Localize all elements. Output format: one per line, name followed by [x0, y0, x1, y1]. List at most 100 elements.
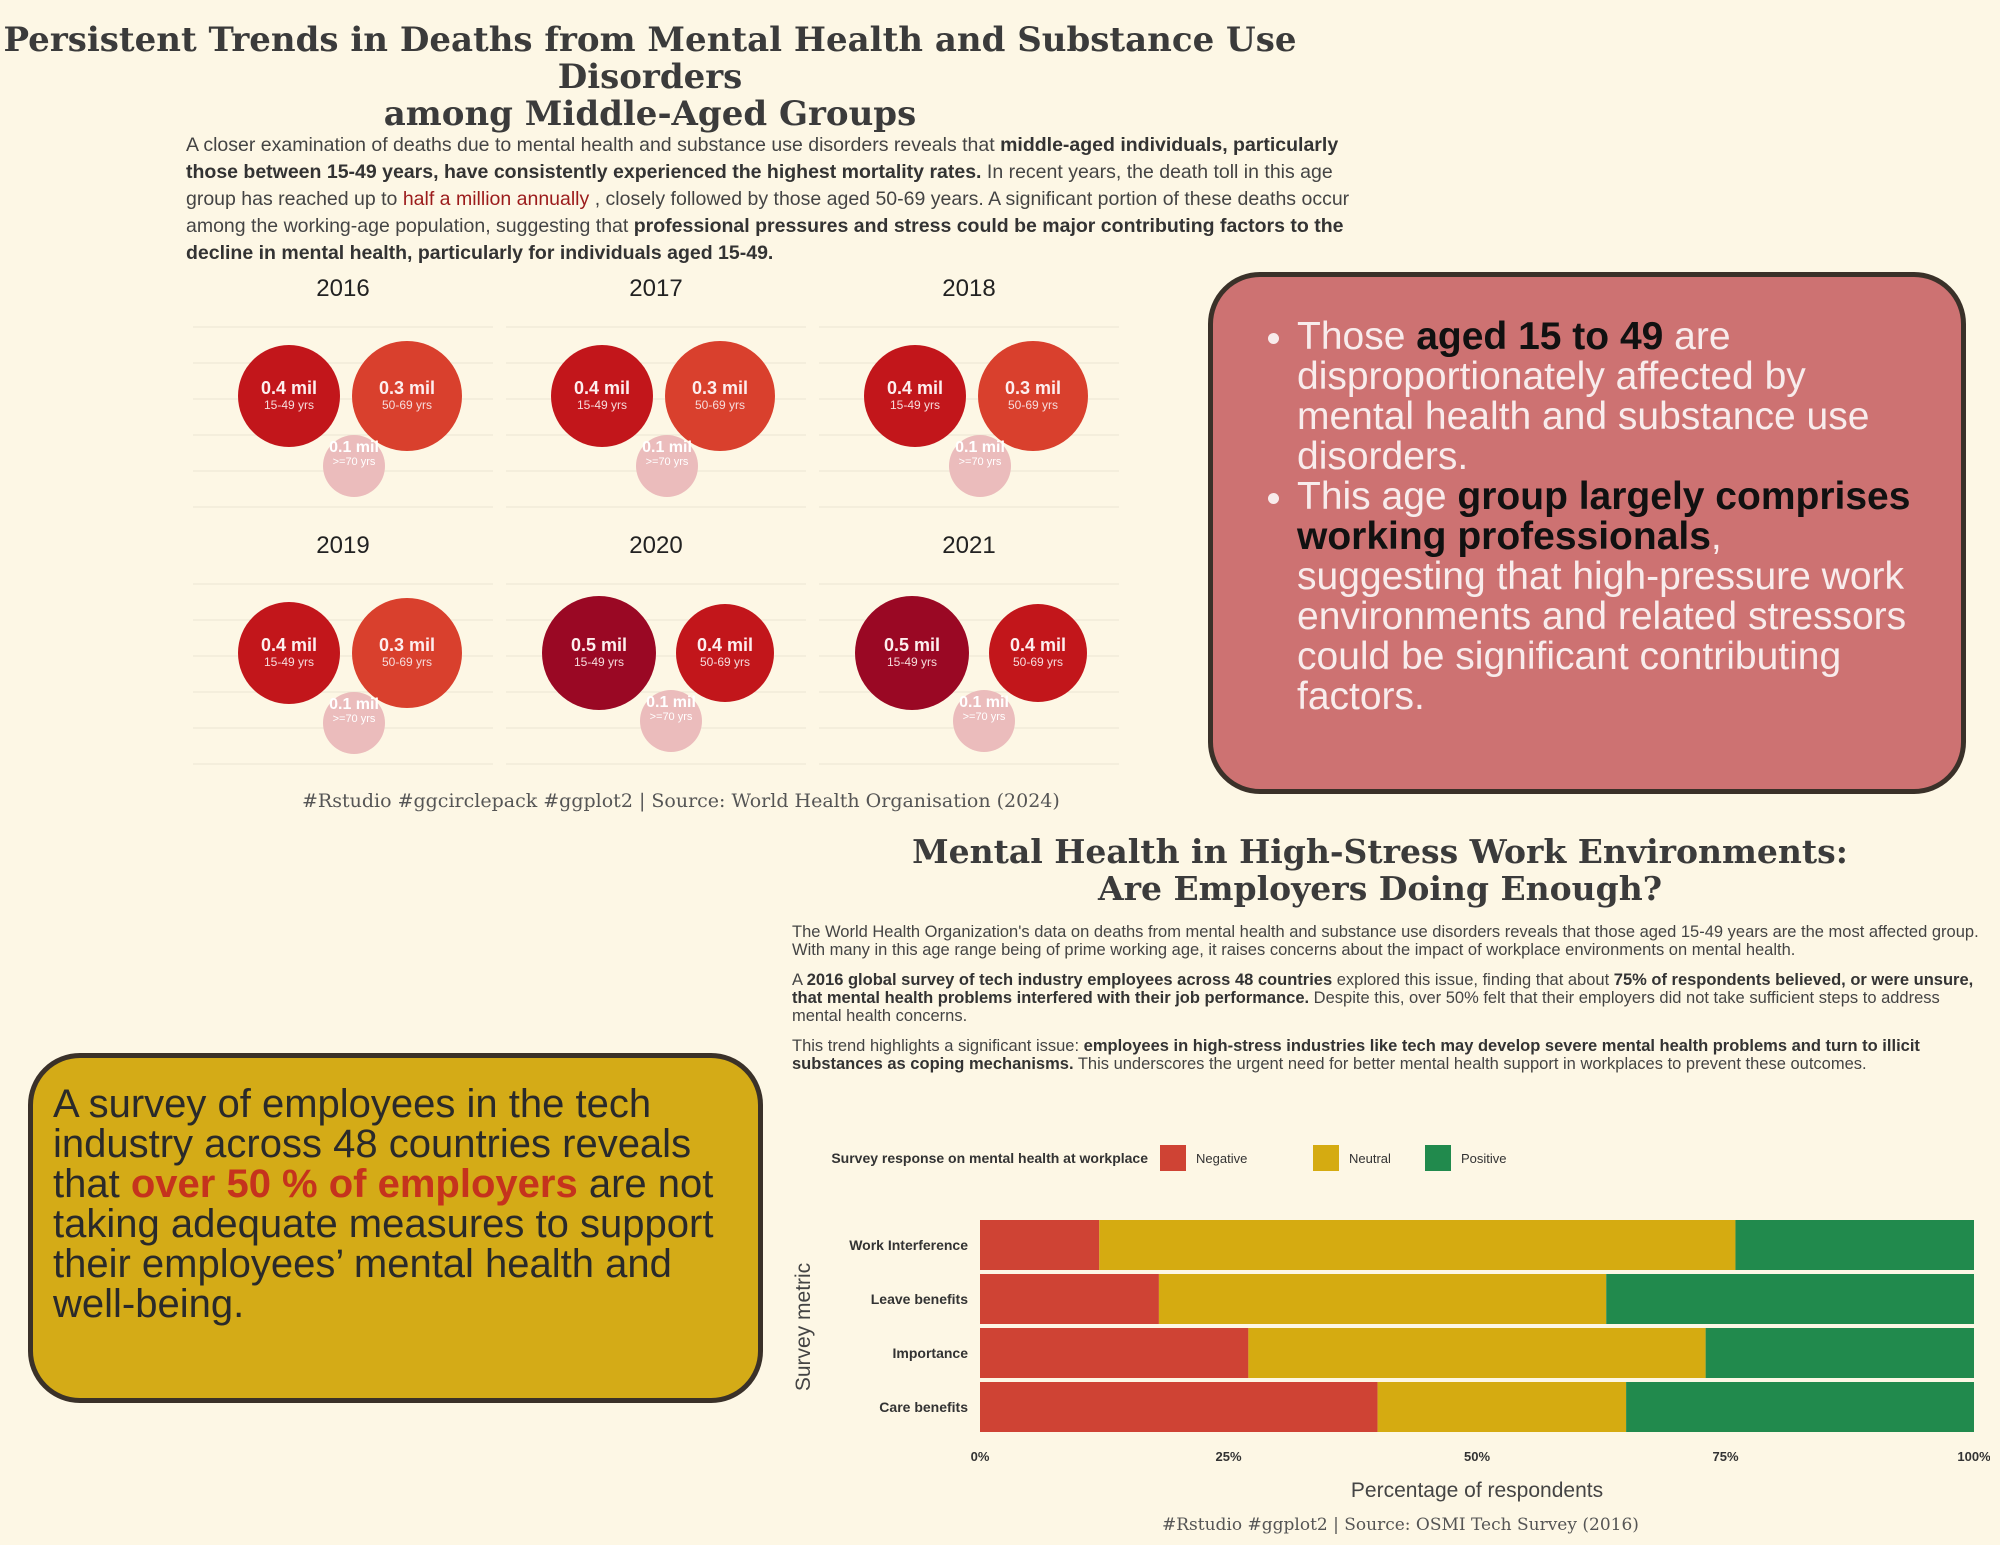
intro-text-2: In recent years, the death toll in this …	[186, 161, 1333, 210]
circle-1549yrs	[551, 345, 653, 447]
circle-70yrs	[323, 435, 385, 497]
intro-bold-1: middle-aged individuals, particularly th…	[186, 134, 1339, 183]
circle-1549yrs	[855, 596, 969, 710]
legend-swatch-negative	[1160, 1145, 1186, 1171]
circle-value-label: 0.1 mil	[329, 439, 379, 456]
circle-group-label: 15-49 yrs	[264, 398, 314, 412]
circle-group-label: 50-69 yrs	[1013, 655, 1063, 669]
p2-bold-1: 2016 global survey of tech industry empl…	[806, 971, 1333, 989]
circle-group-label: >=70 yrs	[963, 711, 1006, 723]
p2-pre: A	[792, 971, 807, 989]
callout2-pre: A survey of employees in the tech indust…	[53, 1082, 692, 1206]
main-title-line2: among Middle-Aged Groups	[383, 94, 917, 134]
circle-value-label: 0.5 mil	[884, 635, 940, 655]
circle-value-label: 0.1 mil	[329, 696, 379, 713]
circle-group-label: 50-69 yrs	[700, 655, 750, 669]
bar-positive	[1626, 1382, 1974, 1432]
p3-bold: employees in high-stress industries like…	[792, 1037, 1920, 1073]
intro-text-3: , closely followed by those aged 50-69 y…	[186, 188, 1350, 237]
circle-value-label: 0.1 mil	[955, 439, 1005, 456]
legend: Survey response on mental health at work…	[831, 1145, 1507, 1171]
circle-value-label: 0.3 mil	[692, 378, 748, 398]
p2-mid: explored this issue, finding that about	[1332, 971, 1614, 989]
circle-group-label: >=70 yrs	[333, 713, 376, 725]
bar-negative	[980, 1382, 1378, 1432]
callout-bullet-2-pre: This age	[1297, 475, 1458, 518]
circle-70yrs	[323, 692, 385, 754]
callout-bullet-2-bold: group largely comprises working professi…	[1297, 475, 1911, 558]
main-title: Persistent Trends in Deaths from Mental …	[0, 22, 1300, 133]
section2-title-line1: Mental Health in High-Stress Work Enviro…	[912, 832, 1848, 871]
x-tick-label: 0%	[971, 1449, 990, 1464]
legend-swatch-positive	[1425, 1145, 1451, 1171]
callout-bullet-1-bold: aged 15 to 49	[1416, 315, 1664, 358]
bar-negative	[980, 1220, 1100, 1270]
x-axis-title: Percentage of respondents	[1351, 1479, 1603, 1502]
section2-paragraph-1: The World Health Organization's data on …	[792, 923, 1979, 959]
section2-body: The World Health Organization's data on …	[792, 923, 1982, 1085]
legend-label-negative: Negative	[1196, 1151, 1247, 1166]
p3-post: This underscores the urgent need for bet…	[1073, 1055, 1867, 1073]
bar-positive	[1705, 1328, 1974, 1378]
circle-5069yrs	[665, 341, 775, 451]
circle-value-label: 0.5 mil	[571, 635, 627, 655]
circle-group-label: 50-69 yrs	[695, 398, 745, 412]
bar-neutral	[1248, 1328, 1706, 1378]
p2-bold-2: 75% of respondents believed, or were uns…	[792, 971, 1974, 1007]
legend-title: Survey response on mental health at work…	[831, 1150, 1148, 1166]
circle-value-label: 0.1 mil	[959, 694, 1009, 711]
circle-group-label: 50-69 yrs	[382, 655, 432, 669]
section2-title-line2: Are Employers Doing Enough?	[1097, 869, 1663, 908]
intro-highlight: half a million annually	[402, 188, 590, 210]
bar-neutral	[1158, 1274, 1607, 1324]
panel-year-label: 2016	[316, 275, 369, 302]
callout-bullet-2: This age group largely comprises working…	[1297, 477, 1917, 717]
callout-bullet-1-pre: Those	[1297, 315, 1417, 358]
callout-bullet-2-post: , suggesting that high-pressure work env…	[1297, 515, 1907, 718]
circle-value-label: 0.4 mil	[574, 378, 630, 398]
circle-70yrs	[640, 690, 702, 752]
circle-group-label: >=70 yrs	[959, 456, 1002, 468]
section2-title: Mental Health in High-Stress Work Enviro…	[790, 833, 1970, 907]
callout-age-group: Those aged 15 to 49 are disproportionate…	[1208, 272, 1966, 794]
intro-bold-2: professional pressures and stress could …	[186, 215, 1344, 264]
bar-positive	[1735, 1220, 1974, 1270]
category-label: Importance	[893, 1345, 969, 1361]
circle-value-label: 0.1 mil	[642, 439, 692, 456]
legend-label-neutral: Neutral	[1349, 1151, 1391, 1166]
x-tick-label: 50%	[1464, 1449, 1490, 1464]
circle-group-label: >=70 yrs	[650, 711, 693, 723]
panel-year-label: 2019	[316, 532, 369, 559]
circle-5069yrs	[352, 598, 462, 708]
main-title-line1: Persistent Trends in Deaths from Mental …	[3, 20, 1297, 97]
circle-70yrs	[953, 690, 1015, 752]
circle-1549yrs	[864, 345, 966, 447]
legend-label-positive: Positive	[1461, 1151, 1507, 1166]
legend-swatch-neutral	[1313, 1145, 1339, 1171]
p2-post: Despite this, over 50% felt that their e…	[792, 989, 1940, 1025]
category-label: Care benefits	[879, 1399, 968, 1415]
callout-bullet-1: Those aged 15 to 49 are disproportionate…	[1297, 317, 1917, 477]
circle-group-label: 50-69 yrs	[382, 398, 432, 412]
circle-70yrs	[636, 435, 698, 497]
circle-group-label: 50-69 yrs	[1008, 398, 1058, 412]
panel-year-label: 2018	[942, 275, 995, 302]
circle-group-label: 15-49 yrs	[574, 655, 624, 669]
circle-group-label: >=70 yrs	[333, 456, 376, 468]
circle-1549yrs	[238, 345, 340, 447]
bar-negative	[980, 1328, 1249, 1378]
circle-value-label: 0.1 mil	[646, 694, 696, 711]
circle-value-label: 0.4 mil	[697, 635, 753, 655]
circle-group-label: 15-49 yrs	[577, 398, 627, 412]
x-tick-label: 75%	[1712, 1449, 1738, 1464]
bar-neutral	[1377, 1382, 1627, 1432]
caption-osmi: #Rstudio #ggplot2 | Source: OSMI Tech Su…	[1162, 1515, 1639, 1535]
caption-who: #Rstudio #ggcirclepack #ggplot2 | Source…	[302, 790, 1060, 812]
circle-1549yrs	[542, 596, 656, 710]
